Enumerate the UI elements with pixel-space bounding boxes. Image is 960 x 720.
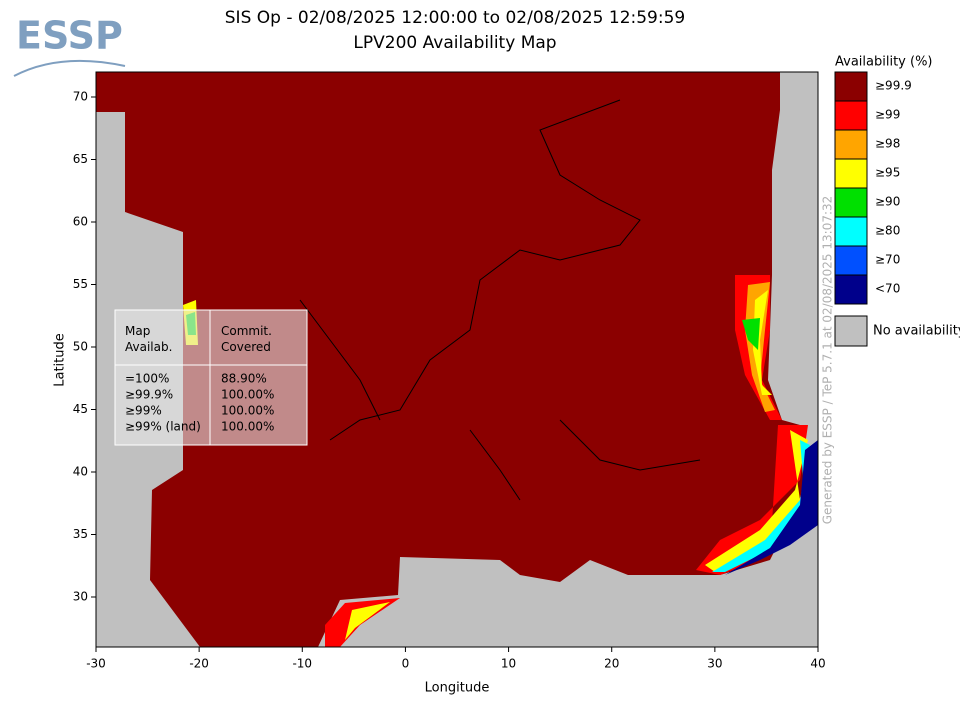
legend-label: ≥80 bbox=[875, 224, 900, 238]
y-axis-label: Latitude bbox=[53, 333, 68, 387]
edge-band bbox=[345, 602, 390, 640]
edge-band bbox=[753, 290, 772, 395]
legend-swatch bbox=[834, 216, 868, 247]
table-cell: ≥99% bbox=[125, 404, 162, 418]
y-tick-label: 60 bbox=[73, 215, 88, 229]
legend-label: ≥99 bbox=[875, 108, 900, 122]
table-cell: 100.00% bbox=[221, 420, 274, 434]
x-tick-label: 30 bbox=[707, 657, 722, 671]
legend-swatch bbox=[834, 100, 868, 131]
plot-frame bbox=[95, 71, 819, 648]
x-tick-label: -10 bbox=[292, 657, 312, 671]
table-box bbox=[114, 309, 308, 446]
x-tick-label: -30 bbox=[86, 657, 106, 671]
legend-label: ≥90 bbox=[875, 195, 900, 209]
y-tick-label: 35 bbox=[73, 527, 88, 541]
legend-label: ≥95 bbox=[875, 166, 900, 180]
table-cell: 100.00% bbox=[221, 404, 274, 418]
x-tick-label: 0 bbox=[402, 657, 410, 671]
y-tick-label: 40 bbox=[73, 465, 88, 479]
table-header: Commit. Covered bbox=[221, 324, 272, 354]
coastline bbox=[299, 99, 701, 501]
logo-text: ESSP bbox=[16, 14, 123, 58]
x-tick-label: -20 bbox=[189, 657, 209, 671]
edge-band bbox=[696, 425, 808, 575]
legend-label: <70 bbox=[875, 282, 900, 296]
table-header: Map Availab. bbox=[125, 324, 172, 354]
logo-swoosh bbox=[13, 59, 126, 77]
x-tick-label: 10 bbox=[501, 657, 516, 671]
y-tick-label: 55 bbox=[73, 277, 88, 291]
summary-table: Map Availab. Commit. Covered =100% 88.90% ≥99.… bbox=[114, 309, 308, 446]
y-tick-label: 70 bbox=[73, 90, 88, 104]
map-area bbox=[96, 72, 818, 647]
legend-label: ≥98 bbox=[875, 137, 900, 151]
legend-swatch bbox=[834, 71, 868, 102]
legend-swatch bbox=[834, 129, 868, 160]
x-axis-label: Longitude bbox=[425, 681, 490, 696]
logo: ESSP bbox=[13, 14, 126, 77]
table-cell: 88.90% bbox=[221, 372, 267, 386]
edge-band bbox=[742, 318, 760, 350]
table-cell: ≥99% (land) bbox=[125, 420, 201, 434]
x-tick-label: 40 bbox=[810, 657, 825, 671]
edge-band bbox=[712, 440, 810, 572]
legend-swatch bbox=[834, 245, 868, 276]
legend-swatch bbox=[834, 315, 868, 347]
table-cell: =100% bbox=[125, 372, 169, 386]
y-tick-label: 30 bbox=[73, 590, 88, 604]
legend-title: Availability (%) bbox=[835, 55, 933, 70]
y-tick-label: 50 bbox=[73, 340, 88, 354]
legend-label: No availability bbox=[873, 324, 960, 339]
x-tick-label: 20 bbox=[604, 657, 619, 671]
legend-swatch bbox=[834, 158, 868, 189]
edge-band bbox=[725, 440, 818, 575]
edge-band bbox=[325, 598, 400, 647]
legend-label: ≥70 bbox=[875, 253, 900, 267]
table-cell: ≥99.9% bbox=[125, 388, 173, 402]
legend-label: ≥99.9 bbox=[875, 79, 912, 93]
title: SIS Op - 02/08/2025 12:00:00 to 02/08/20… bbox=[225, 8, 685, 28]
footer: Generated by ESSP / TeP 5.7.1 at 02/08/2… bbox=[821, 196, 835, 525]
y-tick-label: 65 bbox=[73, 152, 88, 166]
subtitle: LPV200 Availability Map bbox=[353, 33, 556, 53]
y-tick-label: 45 bbox=[73, 402, 88, 416]
table-cell: 100.00% bbox=[221, 388, 274, 402]
legend-swatch bbox=[834, 187, 868, 218]
coverage-region bbox=[96, 72, 808, 647]
edge-band bbox=[705, 430, 808, 572]
legend-swatch bbox=[834, 274, 868, 305]
